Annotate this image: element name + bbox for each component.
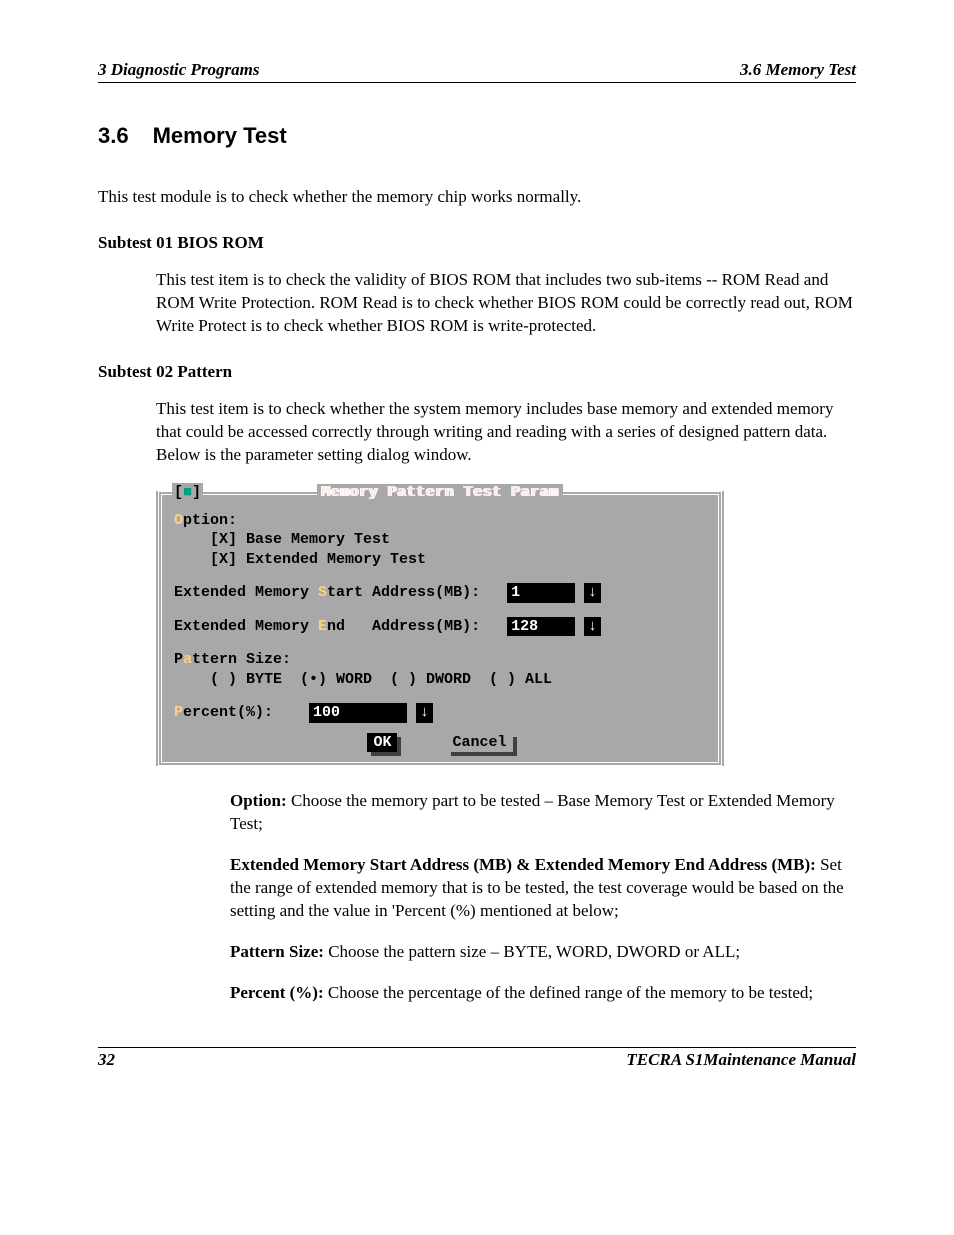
pattern-size-label: Pattern Size:	[174, 650, 706, 670]
start-address-row: Extended Memory Start Address(MB): 1 ↓	[174, 583, 706, 603]
header-right: 3.6 Memory Test	[740, 60, 856, 80]
subtest02-body: This test item is to check whether the s…	[156, 398, 856, 467]
header-left: 3 Diagnostic Programs	[98, 60, 260, 80]
end-address-input[interactable]: 128	[507, 617, 575, 637]
def-percent: Percent (%): Choose the percentage of th…	[230, 982, 856, 1005]
footer-rule	[98, 1047, 856, 1048]
percent-row: Percent(%): 100 ↓	[174, 703, 706, 723]
checkbox-extended-memory[interactable]: [X] Extended Memory Test	[174, 550, 706, 570]
page-footer: 32 TECRA S1Maintenance Manual	[98, 1050, 856, 1070]
section-heading: 3.6 Memory Test	[98, 123, 856, 149]
page-header: 3 Diagnostic Programs 3.6 Memory Test	[98, 60, 856, 80]
dialog-title: Memory Pattern Test Param	[317, 484, 563, 501]
end-address-row: Extended Memory End Address(MB): 128 ↓	[174, 617, 706, 637]
end-address-dropdown-icon[interactable]: ↓	[584, 617, 601, 637]
dialog-screenshot: [■] Memory Pattern Test Param Option: [X…	[156, 491, 856, 767]
section-title: Memory Test	[153, 123, 287, 148]
checkbox-base-memory[interactable]: [X] Base Memory Test	[174, 530, 706, 550]
def-option: Option: Choose the memory part to be tes…	[230, 790, 856, 836]
intro-text: This test module is to check whether the…	[98, 187, 856, 207]
memory-pattern-dialog: [■] Memory Pattern Test Param Option: [X…	[156, 491, 724, 767]
subtest02-title: Subtest 02 Pattern	[98, 362, 856, 382]
start-address-dropdown-icon[interactable]: ↓	[584, 583, 601, 603]
subtest01-body: This test item is to check the validity …	[156, 269, 856, 338]
section-number: 3.6	[98, 123, 129, 148]
percent-dropdown-icon[interactable]: ↓	[416, 703, 433, 723]
manual-title: TECRA S1Maintenance Manual	[626, 1050, 856, 1070]
start-address-input[interactable]: 1	[507, 583, 575, 603]
header-rule	[98, 82, 856, 83]
def-extended: Extended Memory Start Address (MB) & Ext…	[230, 854, 856, 923]
cancel-button[interactable]: Cancel	[447, 733, 513, 753]
pattern-size-options[interactable]: ( ) BYTE (•) WORD ( ) DWORD ( ) ALL	[174, 670, 706, 690]
def-pattern-size: Pattern Size: Choose the pattern size – …	[230, 941, 856, 964]
percent-input[interactable]: 100	[309, 703, 407, 723]
page-number: 32	[98, 1050, 115, 1070]
option-label: Option:	[174, 511, 706, 531]
definitions: Option: Choose the memory part to be tes…	[230, 790, 856, 1005]
ok-button[interactable]: OK	[367, 733, 397, 753]
subtest01-title: Subtest 01 BIOS ROM	[98, 233, 856, 253]
